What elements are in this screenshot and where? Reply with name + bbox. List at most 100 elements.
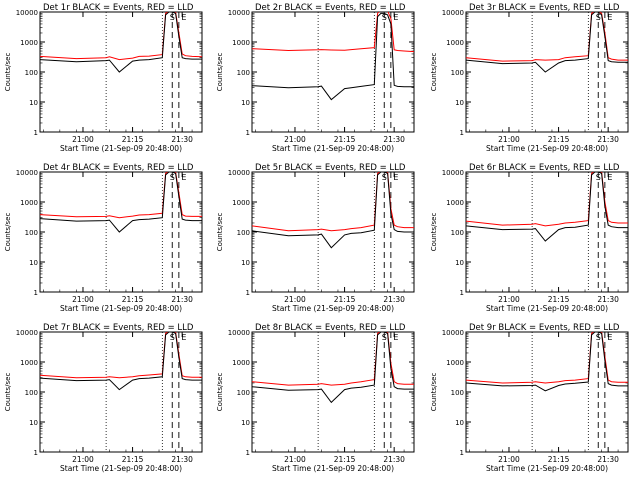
y-tick-label: 1 — [460, 129, 464, 137]
events-series-line — [252, 332, 414, 404]
y-axis-label: Counts/sec — [216, 53, 224, 92]
panel-det-7: Det 7r BLACK = Events, RED = LLD 1 10 100 10… — [4, 323, 203, 473]
panel-title: Det 5r BLACK = Events, RED = LLD — [255, 163, 406, 173]
events-series-line — [466, 12, 628, 73]
x-tick-label: 21:30 — [597, 135, 619, 144]
y-tick-label: 10 — [241, 419, 250, 427]
events-series-line — [252, 172, 414, 249]
y-axis-label: Counts/sec — [216, 373, 224, 412]
panel-title: Det 6r BLACK = Events, RED = LLD — [469, 163, 620, 173]
y-tick-label: 10 — [29, 99, 38, 107]
x-tick-label: 21:00 — [72, 135, 94, 144]
y-tick-label: 1000 — [446, 199, 464, 207]
panel-title: Det 8r BLACK = Events, RED = LLD — [255, 323, 406, 333]
x-tick-label: 21:30 — [383, 455, 405, 464]
x-axis-label: Start Time (21-Sep-09 20:48:00) — [486, 144, 608, 153]
x-tick-label: 21:00 — [498, 135, 520, 144]
x-axis-label: Start Time (21-Sep-09 20:48:00) — [60, 304, 182, 313]
y-tick-label: 1000 — [20, 39, 38, 47]
y-tick-label: 1 — [34, 129, 38, 137]
y-tick-label: 100 — [451, 69, 464, 77]
events-series-line — [466, 172, 628, 242]
y-tick-label: 10 — [455, 419, 464, 427]
events-series-line — [40, 172, 202, 233]
lld-series-line — [40, 12, 202, 61]
x-tick-label: 21:00 — [72, 295, 94, 304]
start-marker-label: S — [596, 333, 601, 342]
x-axis-label: Start Time (21-Sep-09 20:48:00) — [486, 304, 608, 313]
y-tick-label: 1000 — [232, 359, 250, 367]
y-tick-label: 1 — [460, 449, 464, 457]
panel-det-1: Det 1r BLACK = Events, RED = LLD 1 10 100 10… — [4, 3, 203, 153]
start-marker-label: S — [170, 173, 175, 182]
y-tick-label: 100 — [25, 229, 38, 237]
end-marker-label: E — [393, 13, 398, 22]
x-tick-label: 21:15 — [122, 135, 144, 144]
x-axis-label: Start Time (21-Sep-09 20:48:00) — [60, 464, 182, 473]
events-series-line — [466, 332, 628, 392]
y-tick-label: 10000 — [442, 329, 464, 337]
y-axis-label: Counts/sec — [216, 213, 224, 252]
panel-det-8: Det 8r BLACK = Events, RED = LLD 1 10 100 10… — [216, 323, 415, 473]
panel-title: Det 4r BLACK = Events, RED = LLD — [43, 163, 194, 173]
x-axis-label: Start Time (21-Sep-09 20:48:00) — [60, 144, 182, 153]
panel-det-4: Det 4r BLACK = Events, RED = LLD 1 10 100 10… — [4, 163, 203, 313]
end-marker-label: E — [607, 13, 612, 22]
lld-series-line — [252, 12, 414, 53]
end-marker-label: E — [607, 333, 612, 342]
y-tick-label: 10000 — [442, 169, 464, 177]
y-axis-label: Counts/sec — [430, 373, 438, 412]
lld-series-line — [40, 332, 202, 379]
start-marker-label: S — [382, 333, 387, 342]
x-tick-label: 21:30 — [597, 295, 619, 304]
x-tick-label: 21:30 — [171, 455, 193, 464]
x-tick-label: 21:15 — [334, 295, 356, 304]
y-tick-label: 100 — [237, 389, 250, 397]
y-tick-label: 10 — [241, 259, 250, 267]
y-tick-label: 1 — [460, 289, 464, 297]
x-tick-label: 21:00 — [498, 295, 520, 304]
y-tick-label: 1 — [246, 289, 250, 297]
x-tick-label: 21:15 — [548, 135, 570, 144]
y-tick-label: 10 — [455, 259, 464, 267]
end-marker-label: E — [393, 333, 398, 342]
y-axis-label: Counts/sec — [4, 213, 12, 252]
events-series-line — [40, 332, 202, 391]
lld-series-line — [40, 172, 202, 219]
y-tick-label: 1 — [246, 129, 250, 137]
y-tick-label: 1 — [34, 289, 38, 297]
panel-title: Det 1r BLACK = Events, RED = LLD — [43, 3, 194, 13]
y-axis-label: Counts/sec — [430, 53, 438, 92]
y-tick-label: 100 — [25, 69, 38, 77]
x-tick-label: 21:00 — [498, 455, 520, 464]
x-tick-label: 21:30 — [383, 135, 405, 144]
x-tick-label: 21:00 — [284, 455, 306, 464]
end-marker-label: E — [181, 173, 186, 182]
start-marker-label: S — [596, 13, 601, 22]
y-axis-label: Counts/sec — [430, 213, 438, 252]
x-tick-label: 21:30 — [171, 135, 193, 144]
y-tick-label: 1000 — [232, 39, 250, 47]
y-tick-label: 1000 — [446, 359, 464, 367]
y-tick-label: 1000 — [232, 199, 250, 207]
y-tick-label: 10000 — [16, 9, 38, 17]
panel-title: Det 9r BLACK = Events, RED = LLD — [469, 323, 620, 333]
y-tick-label: 100 — [237, 229, 250, 237]
start-marker-label: S — [170, 13, 175, 22]
x-tick-label: 21:15 — [122, 295, 144, 304]
start-marker-label: S — [382, 13, 387, 22]
x-tick-label: 21:15 — [122, 455, 144, 464]
x-axis-label: Start Time (21-Sep-09 20:48:00) — [272, 464, 394, 473]
plot-frame — [251, 11, 415, 133]
y-tick-label: 10000 — [442, 9, 464, 17]
panel-det-9: Det 9r BLACK = Events, RED = LLD 1 10 100 10… — [430, 323, 629, 473]
y-tick-label: 1000 — [20, 199, 38, 207]
x-tick-label: 21:00 — [284, 135, 306, 144]
y-axis-label: Counts/sec — [4, 373, 12, 412]
x-axis-label: Start Time (21-Sep-09 20:48:00) — [486, 464, 608, 473]
panel-det-6: Det 6r BLACK = Events, RED = LLD 1 10 100 10… — [430, 163, 629, 313]
y-tick-label: 1000 — [446, 39, 464, 47]
x-tick-label: 21:15 — [334, 455, 356, 464]
events-series-line — [40, 12, 202, 73]
